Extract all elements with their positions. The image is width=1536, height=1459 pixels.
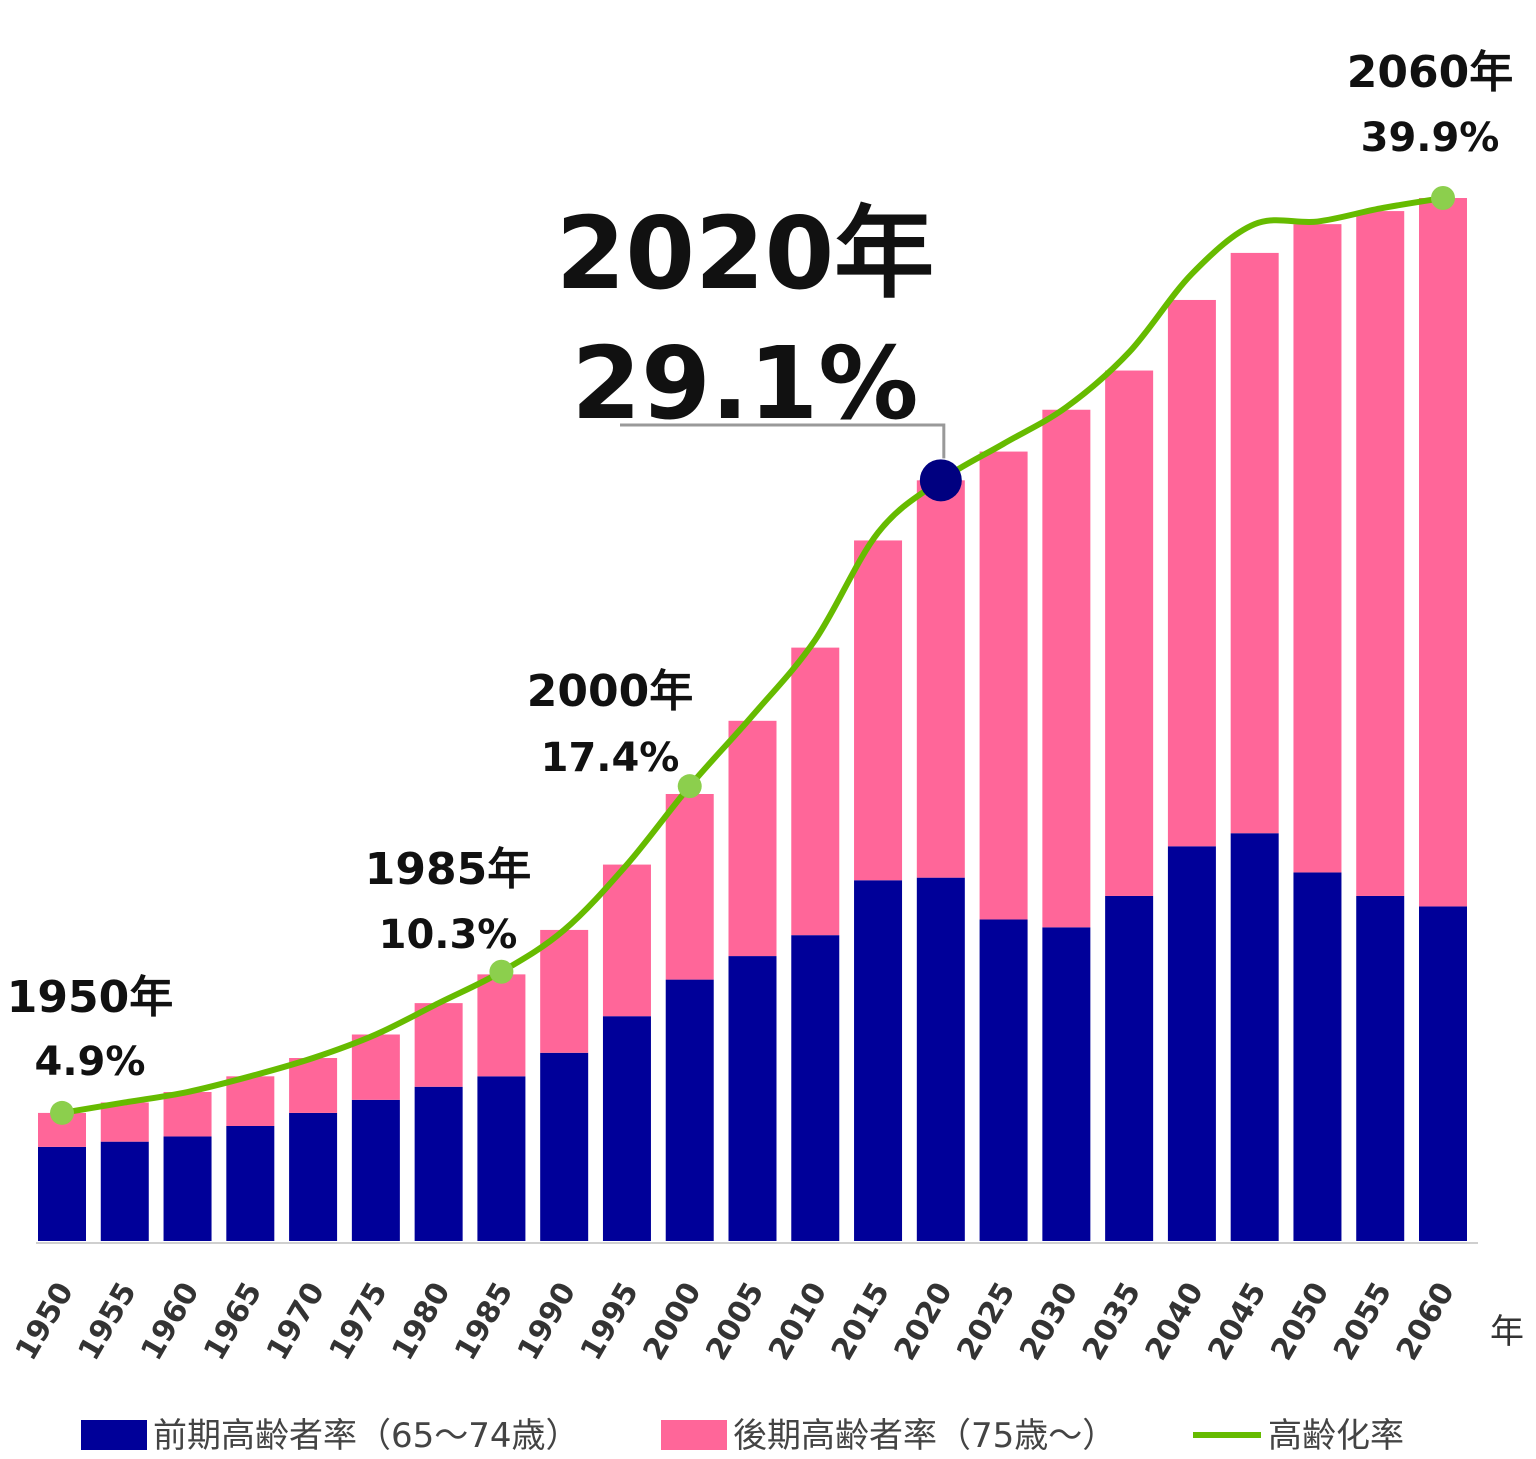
marker-1985 [489,959,514,984]
bar-late-2055 [1356,211,1405,896]
bar-late-2010 [791,647,840,936]
bar-early-1975 [351,1099,400,1241]
bar-late-1980 [414,1003,463,1087]
x-tick-1970: 1970 [260,1277,332,1367]
annotation-value-2020: 29.1% [572,325,919,442]
marker-2000 [677,774,702,799]
annotation-year-2000: 2000年 [527,666,693,717]
bar-late-2060 [1419,198,1467,907]
bar-late-2050 [1293,224,1342,873]
legend-swatch-late [661,1420,727,1450]
bar-early-2050 [1293,872,1342,1241]
bar-late-1965 [226,1076,275,1126]
x-tick-1965: 1965 [197,1277,269,1367]
x-tick-2015: 2015 [825,1277,897,1367]
bar-early-2025 [979,919,1028,1241]
bar-late-2020 [916,480,965,878]
annotation-year-1950: 1950年 [7,972,173,1023]
line-markers-group [50,186,1455,1125]
legend-label-early: 前期高齢者率（65～74歳） [153,1416,580,1456]
bar-early-2010 [791,935,840,1241]
x-tick-1960: 1960 [134,1277,206,1367]
x-tick-2060: 2060 [1390,1277,1462,1367]
annotation-year-2060: 2060年 [1347,47,1513,98]
x-tick-2055: 2055 [1327,1277,1399,1367]
annotation-year-2020: 2020年 [556,195,934,312]
bar-late-2025 [979,451,1028,920]
x-tick-2040: 2040 [1139,1277,1211,1367]
x-tick-1995: 1995 [574,1277,646,1367]
legend-swatch-early [81,1420,147,1450]
x-tick-2010: 2010 [762,1277,834,1367]
x-tick-2000: 2000 [637,1277,709,1367]
bar-early-2005 [728,956,777,1241]
bar-early-1985 [477,1076,526,1241]
bar-late-2005 [728,720,777,957]
bar-early-1960 [163,1136,212,1241]
bar-early-2060 [1419,906,1467,1241]
bar-late-2000 [665,794,714,980]
x-tick-1950: 1950 [9,1277,81,1367]
callout-leader-2020 [620,423,946,459]
bar-early-2000 [665,979,714,1241]
bar-late-1985 [477,974,526,1077]
bar-late-1960 [163,1092,212,1137]
x-tick-2025: 2025 [950,1277,1022,1367]
bar-early-1955 [100,1141,149,1241]
annotations-group: 1950年 4.9% 1985年 10.3% 2000年 17.4% 2020年 29.1% 2… [7,47,1513,1085]
annotation-value-1985: 10.3% [379,912,518,958]
legend: 前期高齢者率（65～74歳） 後期高齢者率（75歳～） 高齢化率 [81,1416,1404,1456]
x-tick-1990: 1990 [511,1277,583,1367]
x-axis-unit: 年 [1490,1312,1524,1352]
x-tick-1980: 1980 [386,1277,458,1367]
bar-early-2045 [1230,833,1279,1241]
bar-late-2015 [854,540,903,881]
bar-late-1970 [289,1058,338,1113]
marker-2060 [1431,186,1455,211]
bar-early-2020 [916,877,965,1241]
annotation-year-1985: 1985年 [365,844,531,895]
x-tick-2045: 2045 [1202,1277,1274,1367]
legend-label-late: 後期高齢者率（75歳～） [733,1416,1116,1456]
annotation-value-1950: 4.9% [35,1039,146,1085]
bars-group [38,198,1467,1241]
x-tick-1985: 1985 [448,1277,520,1367]
bar-late-1955 [100,1102,149,1142]
bar-early-2030 [1042,927,1091,1241]
bar-late-2035 [1105,370,1154,896]
x-tick-2030: 2030 [1013,1277,1085,1367]
marker-1950 [50,1100,74,1125]
bar-late-1995 [602,864,651,1017]
bar-late-2030 [1042,409,1091,928]
bar-early-1990 [540,1052,589,1241]
bar-early-1970 [289,1112,338,1241]
bar-late-2045 [1230,252,1279,834]
bar-early-1980 [414,1086,463,1241]
x-tick-2035: 2035 [1076,1277,1148,1367]
annotation-value-2000: 17.4% [541,735,680,781]
x-tick-1975: 1975 [323,1277,395,1367]
annotation-value-2060: 39.9% [1361,115,1500,161]
x-tick-2005: 2005 [699,1277,771,1367]
bar-early-1995 [602,1016,651,1241]
legend-label-rate: 高齢化率 [1268,1416,1404,1456]
aging-rate-line [59,195,1446,1116]
x-tick-1955: 1955 [72,1277,144,1367]
bar-early-2015 [854,880,903,1241]
bar-late-1975 [351,1034,400,1100]
bar-early-1965 [226,1125,275,1241]
bar-early-1950 [38,1146,86,1241]
bar-early-2035 [1105,895,1154,1241]
x-tick-labels: 1950195519601965197019751980198519901995… [9,1277,1462,1367]
x-tick-2020: 2020 [888,1277,960,1367]
bar-late-2040 [1167,299,1216,847]
marker-2020 [919,459,962,502]
bar-early-2040 [1167,846,1216,1241]
bar-early-2055 [1356,895,1405,1241]
bar-late-1990 [540,929,589,1053]
x-tick-2050: 2050 [1264,1277,1336,1367]
